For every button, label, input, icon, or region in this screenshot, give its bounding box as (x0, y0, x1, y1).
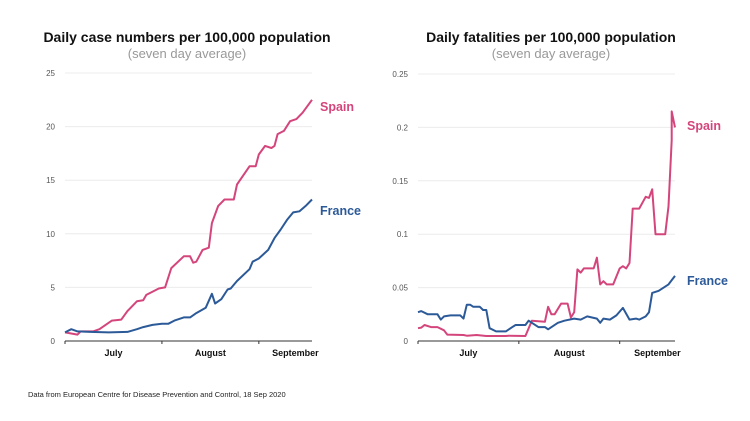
left-y-tick-label: 25 (46, 69, 55, 78)
left-y-tick-label: 15 (46, 176, 55, 185)
left-chart-title: Daily case numbers per 100,000 populatio… (43, 29, 331, 45)
right-x-tick-label: September (634, 348, 681, 358)
right-legend-spain: Spain (687, 119, 721, 133)
right-x-tick-label: August (554, 348, 585, 358)
left-legend-spain: Spain (320, 100, 354, 114)
right-x-tick-label: July (459, 348, 477, 358)
left-y-tick-label: 0 (51, 337, 56, 346)
right-y-tick-label: 0.05 (392, 284, 408, 293)
source-footnote: Data from European Centre for Disease Pr… (28, 390, 286, 399)
left-y-tick-label: 20 (46, 123, 55, 132)
right-y-tick-label: 0.25 (392, 70, 408, 79)
left-x-tick-label: July (104, 348, 122, 358)
right-y-tick-label: 0.15 (392, 177, 408, 186)
right-series-france-line (417, 275, 676, 333)
right-legend-france: France (687, 274, 728, 288)
right-y-tick-label: 0 (404, 337, 409, 346)
left-y-tick-label: 5 (51, 283, 56, 292)
left-y-tick-label: 10 (46, 230, 55, 239)
left-x-tick-label: September (272, 348, 319, 358)
left-series-spain-line (64, 99, 313, 336)
right-series-spain-line (417, 110, 676, 337)
left-chart-subtitle: (seven day average) (127, 46, 247, 61)
left-series-france-line (64, 198, 313, 334)
left-legend-france: France (320, 204, 361, 218)
right-chart-subtitle: (seven day average) (491, 46, 611, 61)
right-y-tick-label: 0.2 (397, 123, 409, 132)
right-chart-title: Daily fatalities per 100,000 population (426, 29, 676, 45)
right-y-tick-label: 0.1 (397, 230, 409, 239)
left-x-tick-label: August (195, 348, 226, 358)
